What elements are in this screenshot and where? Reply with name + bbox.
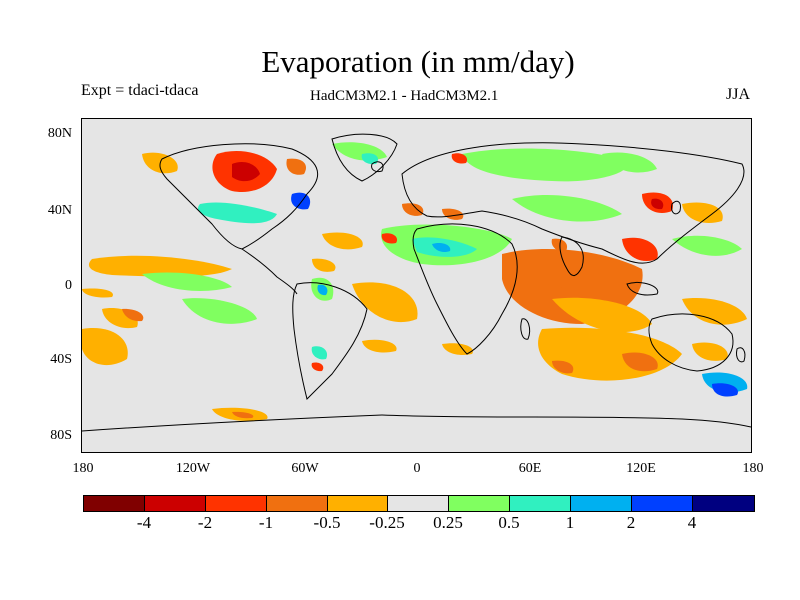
island-outlines <box>371 161 746 363</box>
coastline-africa <box>412 223 518 355</box>
colorbar-swatch <box>388 496 450 511</box>
colorbar-label: -0.5 <box>313 513 341 532</box>
colorbar-swatch <box>571 496 633 511</box>
colorbar <box>83 495 755 512</box>
colorbar-swatch <box>144 496 206 511</box>
colorbar-label: -2 <box>197 513 213 532</box>
x-tick-label: 60W <box>291 461 319 476</box>
field-contours <box>82 142 748 421</box>
coastline-antarctica <box>82 414 751 432</box>
coastlines <box>82 133 751 432</box>
x-tick-label: 180 <box>742 461 764 476</box>
colorbar-swatch <box>632 496 693 511</box>
coastline-eurasia <box>401 142 745 264</box>
colorbar-label: 0.25 <box>433 513 463 532</box>
y-tick-label: 80S <box>50 428 72 443</box>
colorbar-label: 4 <box>687 513 697 532</box>
colorbar-label: -4 <box>136 513 152 532</box>
colorbar-label: -1 <box>258 513 274 532</box>
coastline-greenland <box>331 133 398 182</box>
x-tick-label: 60E <box>518 461 542 476</box>
x-tick-label: 0 <box>413 461 421 476</box>
season-label: JJA <box>726 86 751 103</box>
colorbar-label: 2 <box>626 513 636 532</box>
colorbar-swatch <box>449 496 511 511</box>
y-tick-label: 80N <box>47 126 72 141</box>
colorbar-label: 1 <box>565 513 575 532</box>
colorbar-swatch <box>327 496 389 511</box>
coastline-australia <box>648 313 734 372</box>
coastline-south-america <box>292 282 368 400</box>
colorbar-swatch <box>205 496 267 511</box>
coastline-central-america <box>241 248 298 295</box>
map-panel <box>81 118 752 453</box>
colorbar-swatch <box>84 496 145 511</box>
x-tick-label: 180 <box>72 461 94 476</box>
coastline-india <box>559 236 584 276</box>
experiment-label: Expt = tdaci-tdaca <box>81 82 199 99</box>
x-tick-label: 120W <box>175 461 211 476</box>
map-title: Evaporation (in mm/day) <box>261 44 575 79</box>
colorbar-swatch <box>266 496 328 511</box>
coastline-north-america <box>159 143 319 250</box>
colorbar-swatch <box>692 496 754 511</box>
colorbar-label: 0.5 <box>498 513 520 532</box>
y-tick-label: 40S <box>50 352 72 367</box>
x-tick-label: 120E <box>626 461 656 476</box>
model-label: HadCM3M2.1 - HadCM3M2.1 <box>310 88 499 104</box>
y-tick-label: 0 <box>65 278 72 293</box>
colorbar-swatch <box>510 496 572 511</box>
map-canvas <box>82 133 751 432</box>
colorbar-label: -0.25 <box>369 513 405 532</box>
y-tick-label: 40N <box>47 203 72 218</box>
